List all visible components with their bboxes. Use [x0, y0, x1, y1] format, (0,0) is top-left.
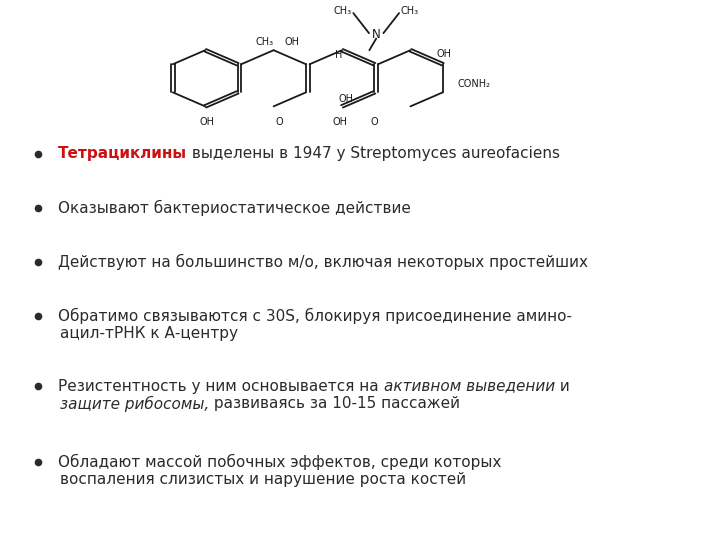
Text: OH: OH — [285, 37, 300, 48]
Text: O: O — [276, 117, 283, 127]
Text: Обладают массой побочных эффектов, среди которых: Обладают массой побочных эффектов, среди… — [58, 454, 501, 470]
Text: выделены в 1947 у Streptomyces aureofaciens: выделены в 1947 у Streptomyces aureofaci… — [187, 146, 560, 161]
Text: N: N — [372, 28, 381, 41]
Text: воспаления слизистых и нарушение роста костей: воспаления слизистых и нарушение роста к… — [60, 472, 466, 487]
Text: Обратимо связываются с 30S, блокируя присоединение амино-: Обратимо связываются с 30S, блокируя при… — [58, 308, 572, 324]
Text: и: и — [554, 379, 570, 394]
Text: Действуют на большинство м/о, включая некоторых простейших: Действуют на большинство м/о, включая не… — [58, 254, 588, 270]
Text: активном выведении: активном выведении — [384, 379, 554, 394]
Text: OH: OH — [333, 117, 348, 127]
Text: ацил-тРНК к А-центру: ацил-тРНК к А-центру — [60, 326, 238, 341]
Text: OH: OH — [199, 117, 215, 127]
Text: CH₃: CH₃ — [333, 6, 351, 16]
Text: OH: OH — [436, 50, 451, 59]
Text: CH₃: CH₃ — [255, 37, 274, 48]
Text: CH₃: CH₃ — [401, 6, 419, 16]
Text: O: O — [370, 117, 377, 127]
Text: OH: OH — [338, 94, 354, 104]
Text: Оказывают бактериостатическое действие: Оказывают бактериостатическое действие — [58, 200, 411, 216]
Text: CONH₂: CONH₂ — [457, 79, 490, 89]
Text: Резистентность у ним основывается на: Резистентность у ним основывается на — [58, 379, 384, 394]
Text: H: H — [335, 50, 342, 60]
Text: Тетрациклины: Тетрациклины — [58, 146, 187, 161]
Text: защите рибосомы,: защите рибосомы, — [60, 395, 210, 411]
Text: развиваясь за 10-15 пассажей: развиваясь за 10-15 пассажей — [210, 396, 460, 411]
